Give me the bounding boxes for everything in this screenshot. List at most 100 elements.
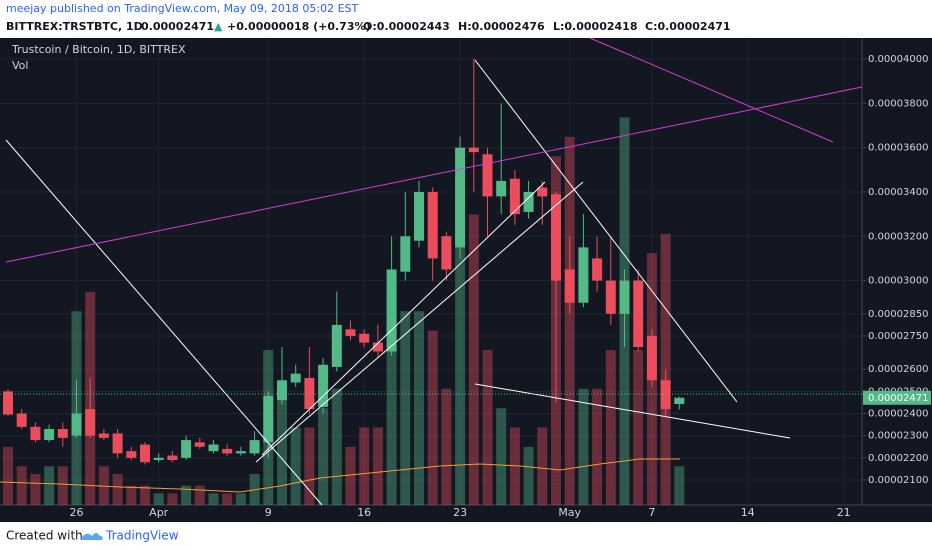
volume-bar bbox=[3, 446, 13, 505]
volume-bar bbox=[181, 485, 192, 505]
candle-body bbox=[249, 440, 260, 454]
footer bbox=[0, 522, 932, 550]
trend-line bbox=[474, 383, 791, 439]
volume-bar bbox=[44, 466, 55, 505]
volume-bar bbox=[16, 466, 27, 505]
volume-ma bbox=[0, 458, 680, 493]
candle-body bbox=[427, 191, 438, 259]
candle-body bbox=[496, 180, 507, 197]
candle-body bbox=[359, 333, 370, 343]
candle-body bbox=[482, 154, 493, 197]
candle-body bbox=[660, 380, 671, 410]
candle-body bbox=[633, 280, 644, 348]
volume-bar bbox=[537, 427, 548, 505]
volume-bar bbox=[57, 466, 68, 505]
volume-bar bbox=[345, 446, 356, 505]
x-tick-label: Apr bbox=[149, 506, 169, 519]
x-tick-label: 16 bbox=[357, 506, 371, 519]
volume-bar bbox=[441, 388, 452, 505]
volume-bar bbox=[30, 474, 41, 505]
x-tick-label: 14 bbox=[741, 506, 755, 519]
y-tick-label: 0.00003600 bbox=[868, 143, 928, 154]
volume-bar bbox=[400, 311, 411, 505]
y-tick-label: 0.00002850 bbox=[868, 309, 928, 320]
y-tick-label: 0.00002200 bbox=[868, 453, 928, 464]
volume-bar bbox=[674, 466, 685, 505]
candle-body bbox=[235, 451, 246, 454]
candle-body bbox=[181, 440, 192, 458]
candle-body bbox=[468, 147, 479, 153]
volume-bar bbox=[372, 427, 383, 505]
logo[interactable] bbox=[80, 533, 103, 540]
volume-bar bbox=[427, 330, 438, 505]
candle-body bbox=[441, 236, 452, 270]
x-tick-label: 9 bbox=[265, 506, 272, 519]
candle-body bbox=[414, 191, 424, 241]
candle-body bbox=[290, 373, 301, 383]
volume-bar bbox=[140, 485, 150, 505]
volume-bar bbox=[564, 136, 575, 505]
y-tick-label: 0.00002600 bbox=[868, 364, 928, 375]
close: C:0.00002471 bbox=[645, 20, 731, 33]
volume-bar bbox=[359, 427, 370, 505]
x-tick-label: May bbox=[558, 506, 581, 519]
candle-body bbox=[372, 342, 383, 352]
price: 0.00002471 bbox=[141, 20, 214, 33]
candle-body bbox=[400, 236, 411, 272]
y-tick-label: 0.00003800 bbox=[868, 98, 928, 109]
chart-title: Trustcoin / Bitcoin, 1D, BITTREX bbox=[11, 43, 186, 56]
volume-bar bbox=[222, 493, 233, 505]
candle-body bbox=[605, 280, 616, 314]
x-tick-label: 7 bbox=[648, 506, 655, 519]
trend-line bbox=[5, 139, 323, 506]
candle-body bbox=[537, 187, 548, 197]
brand[interactable]: TradingView bbox=[105, 529, 179, 543]
change: +0.00000018 (+0.73%) bbox=[227, 20, 371, 33]
candle-body bbox=[318, 364, 329, 407]
volume-bar bbox=[126, 485, 137, 505]
candle-body bbox=[455, 147, 466, 248]
symbol-line: BITTREX:TRSTBTC, 1D 0.00002471 ▲ +0.0000… bbox=[6, 20, 731, 33]
x-tick-label: 23 bbox=[453, 506, 467, 519]
price-tag bbox=[863, 390, 931, 405]
candle-body bbox=[578, 247, 589, 303]
candle-body bbox=[646, 335, 657, 381]
y-tick-label: 0.00003400 bbox=[868, 187, 928, 198]
candle-body bbox=[345, 329, 356, 336]
y-tick-label: 0.00003200 bbox=[868, 231, 928, 242]
candle-body bbox=[112, 433, 123, 454]
candle-body bbox=[71, 413, 82, 436]
low: L:0.00002418 bbox=[553, 20, 637, 33]
volume-bar bbox=[633, 350, 644, 505]
volume-bar bbox=[208, 493, 219, 505]
volume-bar bbox=[331, 388, 342, 505]
candle-body bbox=[16, 413, 27, 427]
y-tick-label: 0.00002100 bbox=[868, 475, 928, 486]
high: H:0.00002476 bbox=[458, 20, 545, 33]
volume-bar bbox=[578, 388, 589, 505]
x-tick-label: 21 bbox=[837, 506, 851, 519]
trend-line bbox=[5, 86, 863, 263]
volume-bar bbox=[482, 350, 493, 505]
candles bbox=[3, 59, 685, 465]
y-tick-label: 0.00002750 bbox=[868, 331, 928, 342]
candle-body bbox=[619, 280, 630, 314]
trend-line bbox=[261, 181, 546, 456]
candle-body bbox=[194, 442, 205, 447]
open: O:0.00002443 bbox=[363, 20, 450, 33]
candle-body bbox=[167, 455, 178, 461]
trend-line bbox=[255, 181, 584, 463]
candle-body bbox=[57, 429, 68, 438]
candle-body bbox=[208, 444, 219, 452]
volume-bar bbox=[605, 350, 616, 505]
candle-body bbox=[509, 178, 520, 215]
arrow: ▲ bbox=[214, 20, 223, 33]
volume-bar bbox=[167, 493, 178, 505]
candle-body bbox=[98, 433, 109, 438]
candle-body bbox=[44, 429, 55, 441]
y-tick-label: 0.00002400 bbox=[868, 409, 928, 420]
volume-bar bbox=[455, 175, 466, 505]
candle-body bbox=[263, 395, 274, 443]
volume-bar bbox=[153, 493, 164, 505]
candle-body bbox=[126, 451, 137, 458]
